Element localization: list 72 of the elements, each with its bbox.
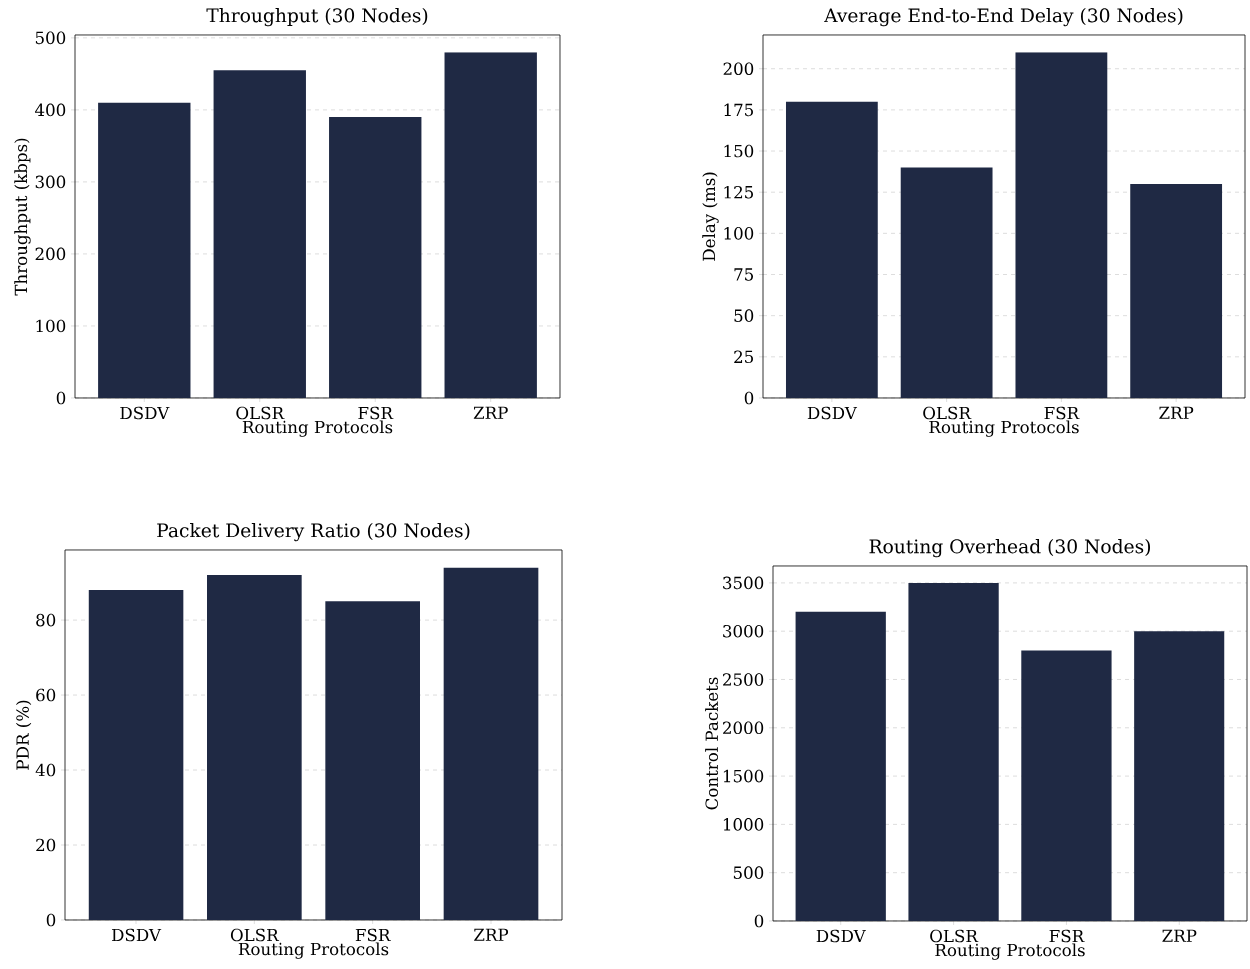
y-tick-label: 0: [46, 913, 56, 927]
bar: [900, 167, 993, 398]
x-axis-title: Routing Protocols: [238, 942, 389, 959]
y-tick-label: 50: [734, 309, 754, 322]
x-tick-label: ZRP: [1159, 406, 1194, 419]
x-tick-label: OLSR: [930, 929, 979, 943]
bar: [213, 70, 306, 398]
x-tick-label: ZRP: [473, 406, 508, 419]
y-tick-label: 1000: [723, 818, 764, 831]
y-axis-title: Throughput (kbps): [14, 138, 31, 296]
x-tick-label: ZRP: [1162, 929, 1197, 942]
y-tick-label: 75: [734, 268, 754, 281]
y-tick-label: 100: [36, 319, 66, 333]
x-tick-label: DSDV: [816, 929, 866, 943]
y-tick-label: 200: [723, 62, 754, 76]
bar: [908, 582, 999, 921]
bar: [795, 611, 886, 921]
x-axis-title: Routing Protocols: [935, 943, 1085, 960]
x-tick-label: DSDV: [807, 406, 858, 420]
y-tick-label: 25: [734, 350, 754, 364]
y-tick-label: 0: [56, 391, 66, 405]
chart-title: Average End-to-End Delay (30 Nodes): [824, 7, 1183, 27]
y-tick-label: 200: [35, 247, 66, 261]
y-tick-label: 3500: [723, 576, 764, 590]
bar: [1021, 650, 1112, 921]
y-tick-label: 100: [724, 227, 754, 240]
x-tick-label: OLSR: [923, 406, 972, 420]
x-tick-label: DSDV: [120, 406, 170, 420]
y-axis-title: Delay (ms): [702, 172, 719, 261]
x-tick-label: FSR: [355, 928, 391, 942]
x-tick-label: DSDV: [111, 928, 162, 942]
y-tick-label: 2000: [723, 721, 764, 735]
x-tick-label: FSR: [358, 406, 394, 420]
y-tick-label: 80: [36, 613, 56, 627]
bar: [1130, 183, 1223, 398]
y-tick-label: 400: [35, 103, 66, 117]
bar: [1134, 631, 1225, 921]
chart-title: Throughput (30 Nodes): [206, 7, 428, 27]
bar: [1015, 52, 1108, 398]
x-axis-title: Routing Protocols: [929, 420, 1079, 437]
y-tick-label: 2500: [723, 673, 764, 686]
y-tick-label: 1500: [723, 769, 764, 783]
y-tick-label: 0: [744, 391, 754, 405]
y-tick-label: 0: [754, 914, 764, 928]
x-axis-title: Routing Protocols: [242, 420, 393, 437]
y-tick-label: 60: [36, 688, 56, 702]
bar: [443, 567, 539, 920]
y-axis-title: PDR (%): [16, 700, 32, 770]
y-tick-label: 150: [724, 144, 754, 158]
chart-title: Packet Delivery Ratio (30 Nodes): [157, 522, 470, 542]
x-tick-label: FSR: [1044, 406, 1080, 420]
y-tick-label: 175: [724, 103, 754, 117]
bar: [98, 102, 191, 398]
y-axis-title: Control Packets: [705, 677, 719, 810]
chart-title: Routing Overhead (30 Nodes): [869, 538, 1151, 558]
bar: [88, 590, 184, 920]
x-tick-label: OLSR: [236, 406, 285, 420]
bar: [329, 117, 422, 398]
y-tick-label: 40: [35, 763, 56, 777]
y-tick-label: 3000: [723, 624, 764, 638]
y-tick-label: 500: [35, 31, 66, 45]
y-tick-label: 300: [35, 175, 66, 189]
bar: [785, 101, 878, 398]
bar: [325, 601, 420, 920]
bar: [444, 52, 537, 398]
x-tick-label: OLSR: [230, 928, 280, 942]
bar: [207, 575, 302, 920]
x-tick-label: ZRP: [474, 928, 509, 941]
x-tick-label: FSR: [1049, 929, 1085, 943]
y-tick-label: 500: [733, 866, 764, 879]
y-tick-label: 20: [36, 838, 56, 852]
y-tick-label: 125: [724, 185, 754, 199]
